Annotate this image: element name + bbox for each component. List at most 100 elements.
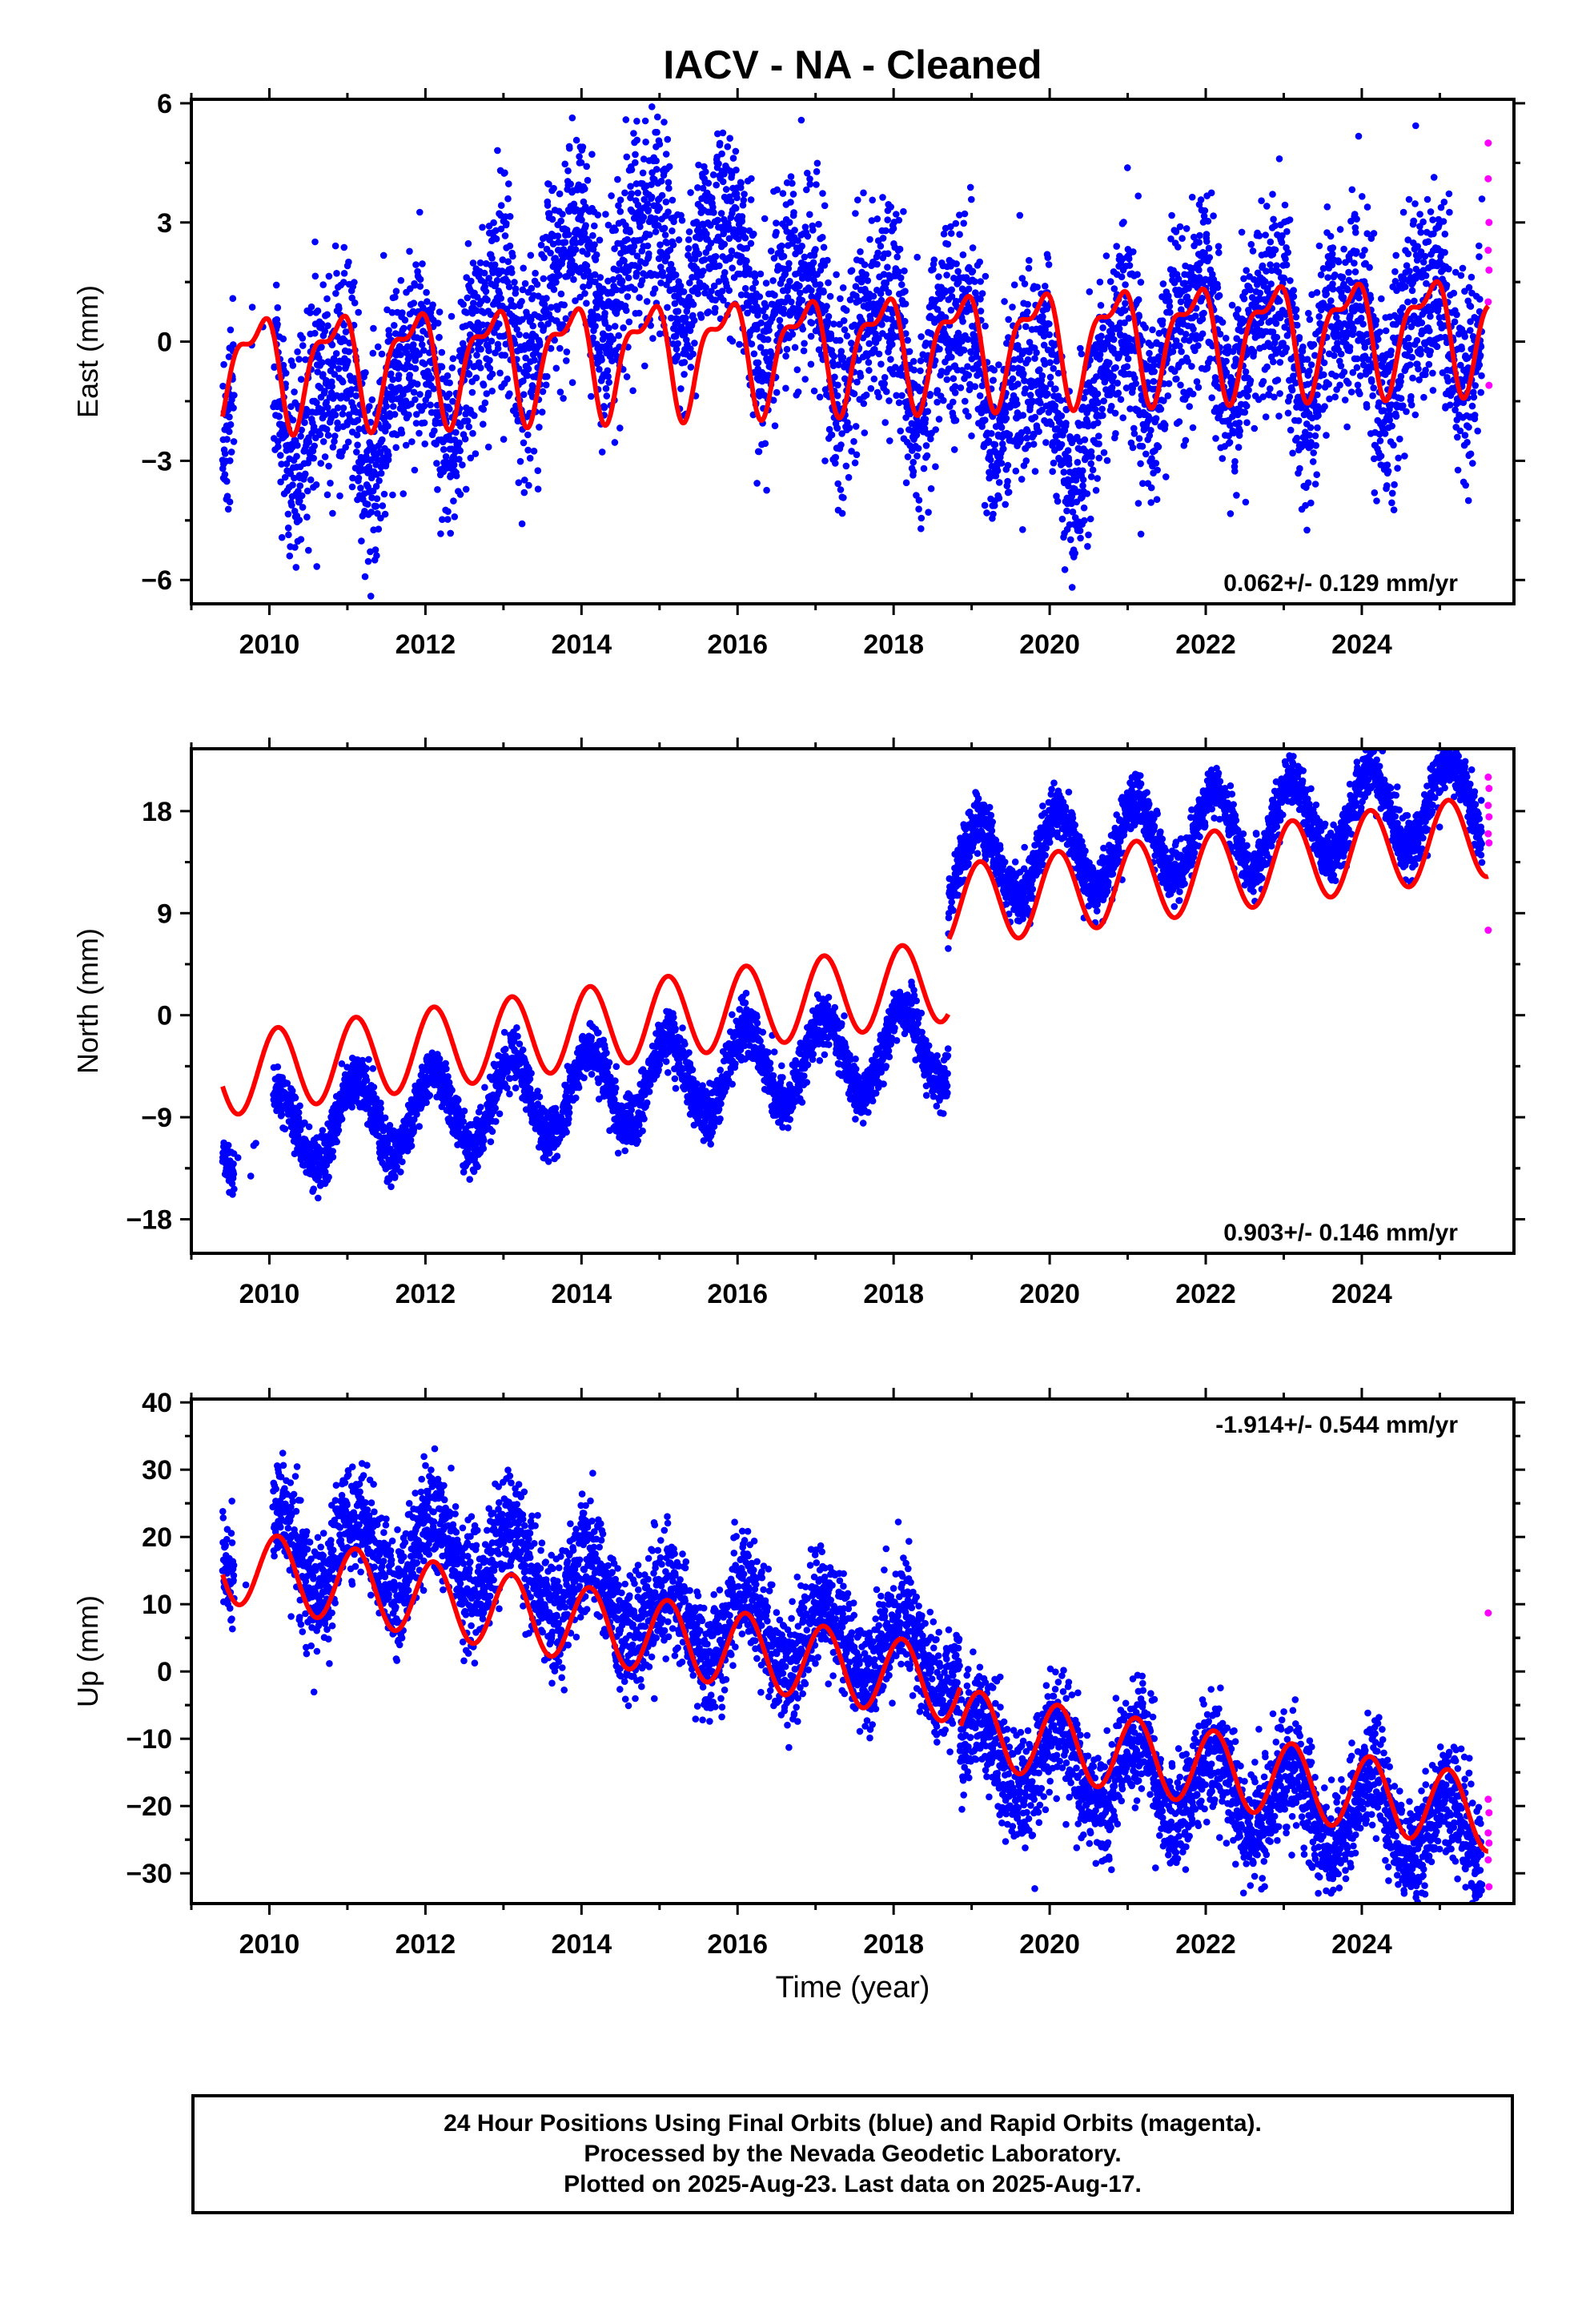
north-rapid-point-4 bbox=[1484, 830, 1492, 838]
up-ytick-label-2: −10 bbox=[126, 1724, 172, 1755]
east-points-2014 bbox=[578, 99, 663, 456]
east-rapid-orbit-points bbox=[1484, 139, 1493, 389]
east-xtick-label-2022: 2022 bbox=[1175, 629, 1236, 660]
east-xtick-label-2024: 2024 bbox=[1331, 629, 1392, 660]
east-xtick-label-2018: 2018 bbox=[863, 629, 924, 660]
up-points-2016 bbox=[733, 1527, 819, 1751]
north-points-2011 bbox=[344, 1054, 429, 1191]
up-points-2021 bbox=[1124, 1671, 1210, 1873]
up-points-2024 bbox=[1358, 1709, 1443, 1904]
up-rapid-point-6 bbox=[1485, 1883, 1493, 1891]
up-xtick-label-2018: 2018 bbox=[863, 1929, 924, 1960]
up-rate-label: -1.914+/- 0.544 mm/yr bbox=[1215, 1412, 1458, 1438]
north-rapid-orbit-points bbox=[1484, 773, 1493, 935]
north-points-2021 bbox=[1124, 770, 1210, 911]
footer-line-2: Processed by the Nevada Geodetic Laborat… bbox=[584, 2141, 1122, 2167]
up-points-2009 bbox=[219, 1498, 250, 1633]
east-xtick-label-2016: 2016 bbox=[707, 629, 768, 660]
north-rapid-point-2 bbox=[1484, 802, 1492, 810]
up-model-curve bbox=[220, 1533, 1490, 1854]
up-xtick-label-2024: 2024 bbox=[1331, 1929, 1392, 1960]
up-ytick-label-0: −30 bbox=[126, 1859, 172, 1889]
east-points-2010 bbox=[270, 238, 351, 571]
up-points-2017 bbox=[812, 1542, 897, 1742]
north-xtick-label-2012: 2012 bbox=[396, 1279, 456, 1309]
east-ytick-label-4: 6 bbox=[157, 89, 172, 119]
east-points-2019 bbox=[968, 211, 1054, 533]
up-points-2013 bbox=[500, 1466, 585, 1694]
east-rapid-point-5 bbox=[1484, 298, 1492, 306]
east-ytick-label-2: 0 bbox=[157, 328, 172, 358]
north-points-2022 bbox=[1202, 764, 1287, 905]
north-rapid-point-5 bbox=[1485, 839, 1493, 847]
up-ytick-label-5: 20 bbox=[142, 1522, 172, 1553]
up-points-2020 bbox=[1046, 1665, 1131, 1873]
north-points-2019 bbox=[968, 789, 1054, 927]
east-rapid-point-2 bbox=[1485, 219, 1493, 227]
north-ytick-label-1: −9 bbox=[141, 1103, 172, 1133]
east-rapid-point-6 bbox=[1485, 381, 1493, 389]
east-points-2009 bbox=[219, 295, 267, 513]
up-frame bbox=[190, 1397, 1516, 1905]
east-rapid-point-4 bbox=[1485, 266, 1493, 274]
north-points-2009 bbox=[219, 1139, 259, 1198]
up-points-2015 bbox=[656, 1513, 741, 1725]
up-xtick-label-2016: 2016 bbox=[707, 1929, 768, 1960]
up-rapid-point-4 bbox=[1485, 1839, 1493, 1847]
east-points-2020 bbox=[1046, 164, 1131, 604]
north-rapid-point-3 bbox=[1485, 813, 1493, 821]
east-rapid-point-3 bbox=[1484, 247, 1492, 255]
east-rate-label: 0.062+/- 0.129 mm/yr bbox=[1223, 570, 1458, 597]
footer-line-3: Plotted on 2025-Aug-23. Last data on 202… bbox=[564, 2171, 1142, 2197]
north-panel: 2010 2012 2014 2016 2018 2020 2022 2024 −18 −9 0 9 1… bbox=[71, 738, 1525, 1309]
north-xtick-label-2022: 2022 bbox=[1175, 1279, 1236, 1309]
east-points-2016 bbox=[733, 116, 819, 494]
north-points-2013 bbox=[500, 1023, 585, 1165]
east-points-2022 bbox=[1202, 155, 1287, 517]
footer-line-1: 24 Hour Positions Using Final Orbits (bl… bbox=[444, 2110, 1262, 2137]
north-points-2023 bbox=[1280, 752, 1365, 885]
up-xtick-label-2014: 2014 bbox=[551, 1929, 612, 1960]
up-ytick-label-4: 10 bbox=[142, 1590, 172, 1620]
north-points-2017 bbox=[812, 990, 897, 1127]
north-xtick-label-2018: 2018 bbox=[863, 1279, 924, 1309]
east-rapid-point-1 bbox=[1484, 175, 1492, 183]
up-rapid-point-2 bbox=[1485, 1809, 1493, 1817]
north-rapid-point-6 bbox=[1484, 927, 1492, 935]
north-xtick-label-2014: 2014 bbox=[551, 1279, 612, 1309]
up-panel: 2010 2012 2014 2016 2018 2020 2022 2024−30−20−1… bbox=[71, 1388, 1525, 2004]
east-points-2017 bbox=[812, 159, 897, 517]
up-points-2025 bbox=[1436, 1743, 1486, 1904]
north-points-2016 bbox=[733, 989, 819, 1132]
east-xtick-label-2010: 2010 bbox=[239, 629, 300, 660]
up-rapid-point-3 bbox=[1484, 1829, 1492, 1837]
up-rapid-point-5 bbox=[1484, 1856, 1492, 1864]
up-rapid-point-1 bbox=[1484, 1795, 1492, 1803]
east-xtick-label-2012: 2012 bbox=[396, 629, 456, 660]
north-points-2024 bbox=[1358, 749, 1443, 886]
up-xtick-label-2020: 2020 bbox=[1019, 1929, 1080, 1960]
up-xtick-label-2010: 2010 bbox=[239, 1929, 300, 1960]
east-xtick-label-2014: 2014 bbox=[551, 629, 612, 660]
east-points-2012 bbox=[422, 147, 507, 537]
north-points-2012 bbox=[422, 1049, 507, 1184]
north-xtick-label-2024: 2024 bbox=[1331, 1279, 1392, 1309]
east-points-2015 bbox=[656, 119, 741, 419]
up-points-2018 bbox=[890, 1518, 975, 1813]
north-xtick-label-2016: 2016 bbox=[707, 1279, 768, 1309]
east-panel: 2010 2012 2014 2016 2018 2020 2022 2024 −6 −3 0 3 6 E… bbox=[71, 88, 1525, 660]
up-points-2012 bbox=[422, 1445, 507, 1667]
north-ytick-label-0: −18 bbox=[126, 1205, 172, 1236]
east-points-2023 bbox=[1280, 132, 1366, 534]
north-points-2018 bbox=[890, 808, 975, 1117]
north-ytick-label-4: 18 bbox=[142, 797, 172, 827]
north-points-2020 bbox=[1046, 779, 1131, 927]
north-model-curve bbox=[220, 798, 1490, 1117]
north-rapid-point-1 bbox=[1485, 785, 1493, 793]
east-points-2011 bbox=[343, 208, 429, 604]
east-points-2021 bbox=[1124, 192, 1210, 538]
up-points-2022 bbox=[1202, 1684, 1287, 1897]
north-xtick-label-2020: 2020 bbox=[1019, 1279, 1080, 1309]
up-points-2010 bbox=[269, 1449, 351, 1696]
east-rapid-point-0 bbox=[1484, 139, 1492, 147]
